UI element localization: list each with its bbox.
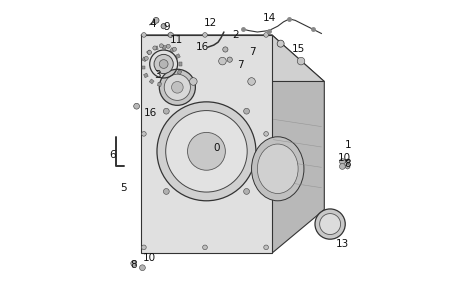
- Bar: [142, 57, 147, 62]
- Bar: [142, 66, 145, 69]
- Text: 11: 11: [170, 35, 183, 45]
- Circle shape: [227, 57, 232, 62]
- Circle shape: [166, 111, 247, 192]
- Circle shape: [173, 47, 176, 51]
- Circle shape: [139, 265, 146, 271]
- Circle shape: [315, 209, 345, 239]
- Circle shape: [159, 69, 195, 105]
- Text: 5: 5: [120, 183, 127, 193]
- Circle shape: [244, 108, 249, 114]
- Circle shape: [277, 40, 284, 47]
- Circle shape: [264, 245, 268, 250]
- Polygon shape: [272, 35, 324, 253]
- Circle shape: [164, 189, 169, 194]
- Circle shape: [144, 56, 148, 61]
- Text: 10: 10: [143, 253, 156, 263]
- Text: 8: 8: [130, 260, 137, 270]
- Circle shape: [161, 24, 166, 29]
- Text: 8: 8: [344, 159, 351, 169]
- Ellipse shape: [252, 137, 304, 201]
- Text: 7: 7: [237, 61, 244, 70]
- Bar: [157, 82, 162, 86]
- Text: 7: 7: [249, 47, 255, 57]
- Circle shape: [166, 44, 170, 48]
- Circle shape: [134, 103, 139, 109]
- Circle shape: [219, 57, 226, 65]
- Circle shape: [203, 245, 207, 250]
- Circle shape: [142, 245, 146, 250]
- Circle shape: [319, 214, 341, 235]
- Circle shape: [153, 17, 159, 23]
- Text: 14: 14: [263, 13, 276, 23]
- Bar: [173, 77, 177, 82]
- Circle shape: [172, 81, 183, 93]
- Circle shape: [248, 78, 255, 85]
- Text: 13: 13: [336, 239, 348, 249]
- Circle shape: [147, 50, 152, 54]
- Circle shape: [142, 33, 146, 37]
- Circle shape: [157, 102, 256, 201]
- Text: 9: 9: [164, 22, 170, 32]
- Circle shape: [131, 260, 137, 266]
- Text: 10: 10: [337, 153, 350, 163]
- Text: 16: 16: [195, 42, 209, 52]
- Circle shape: [223, 47, 228, 52]
- Polygon shape: [141, 35, 272, 253]
- Circle shape: [190, 78, 197, 85]
- Circle shape: [264, 132, 268, 136]
- Bar: [146, 50, 151, 55]
- Circle shape: [159, 60, 168, 68]
- Bar: [166, 81, 170, 86]
- Polygon shape: [141, 35, 324, 81]
- Bar: [162, 45, 166, 49]
- Bar: [144, 73, 148, 78]
- Circle shape: [164, 74, 191, 100]
- Circle shape: [297, 57, 305, 65]
- Text: 0: 0: [213, 143, 219, 153]
- Text: 3: 3: [154, 70, 161, 80]
- Circle shape: [188, 132, 225, 170]
- Bar: [179, 62, 182, 66]
- Text: 6: 6: [109, 150, 116, 160]
- Circle shape: [159, 44, 164, 48]
- Text: 2: 2: [233, 30, 239, 40]
- Bar: [170, 48, 174, 53]
- Bar: [154, 46, 158, 50]
- Circle shape: [154, 54, 173, 74]
- Text: 1: 1: [345, 141, 351, 150]
- Bar: [175, 54, 180, 58]
- Circle shape: [164, 108, 169, 114]
- Circle shape: [264, 33, 268, 37]
- Circle shape: [339, 159, 345, 164]
- Circle shape: [142, 132, 146, 136]
- Bar: [177, 70, 182, 74]
- Text: 15: 15: [292, 44, 305, 54]
- Circle shape: [203, 33, 207, 37]
- Bar: [149, 79, 154, 84]
- Text: 16: 16: [144, 108, 157, 118]
- Text: 12: 12: [203, 18, 217, 28]
- Circle shape: [153, 46, 157, 50]
- Circle shape: [339, 164, 345, 169]
- Circle shape: [244, 189, 249, 194]
- Ellipse shape: [257, 144, 298, 194]
- Text: 4: 4: [150, 19, 156, 29]
